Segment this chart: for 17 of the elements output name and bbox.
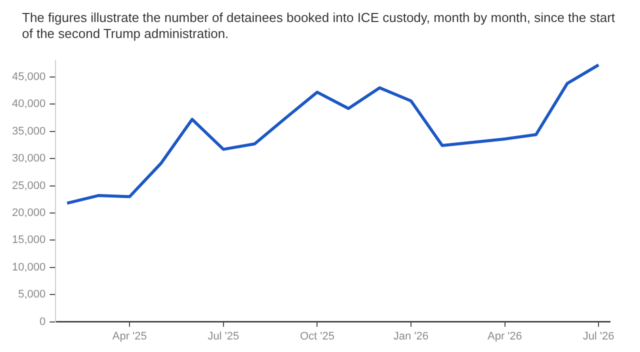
y-tick-label: 40,000 <box>12 98 46 110</box>
x-tick-label: Jan '26 <box>393 330 429 342</box>
x-tick-label: Jul '25 <box>208 330 240 342</box>
y-tick-label: 45,000 <box>12 70 46 83</box>
x-tick-label: Oct '25 <box>300 330 334 342</box>
y-tick-label: 15,000 <box>12 234 46 246</box>
y-tick-label: 5,000 <box>18 288 46 301</box>
y-tick-label: 0 <box>40 316 46 328</box>
x-tick-label: Apr '25 <box>112 330 147 342</box>
y-tick-label: 25,000 <box>12 180 46 192</box>
x-tick-label: Apr '26 <box>488 330 522 342</box>
y-tick-label: 10,000 <box>12 261 46 274</box>
chart-title: The figures illustrate the number of detainees booked into ICE custody, month by month, since the start of the second Trump administration. <box>21 9 616 43</box>
y-tick-label: 30,000 <box>12 152 46 165</box>
x-tick-label: Jul '26 <box>582 330 614 342</box>
y-tick-label: 20,000 <box>12 207 46 219</box>
y-tick-label: 35,000 <box>12 125 46 138</box>
